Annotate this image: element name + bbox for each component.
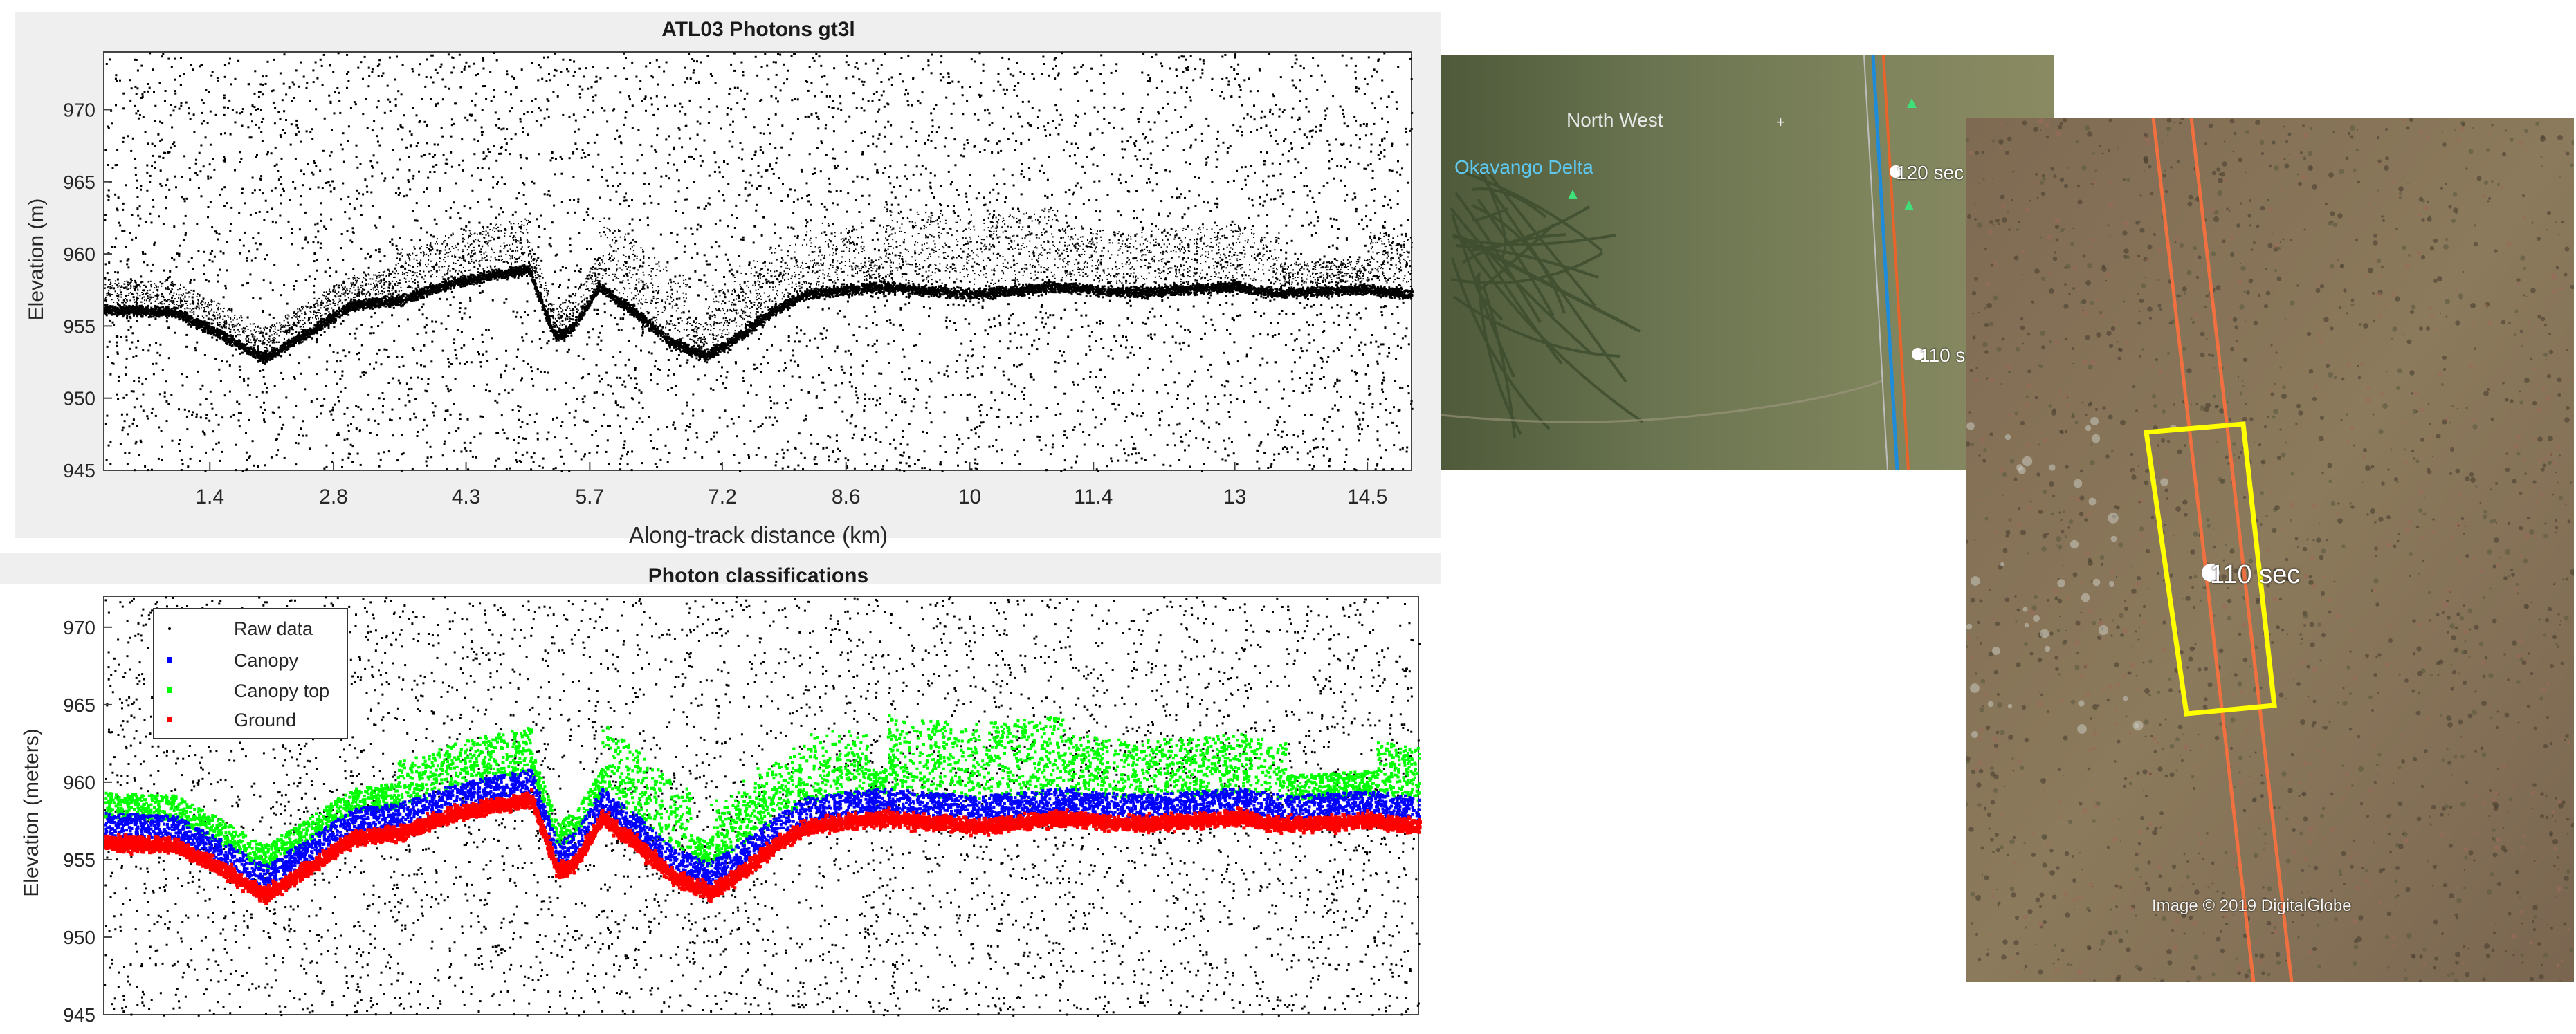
x-tick-label: 11.4 <box>1074 486 1113 508</box>
y-tick-label: 955 <box>63 315 95 337</box>
y-tick-label: 970 <box>63 99 95 120</box>
y-axis-label: Elevation (m) <box>25 199 48 321</box>
x-tick-label: 7.2 <box>708 486 737 508</box>
x-tick-label: 10 <box>958 486 981 508</box>
y-tick-label: 950 <box>63 388 95 409</box>
x-tick-label: 13 <box>1223 486 1246 508</box>
delta-label: Okavango Delta <box>1454 156 1593 178</box>
x-axis-label: Along-track distance (km) <box>629 522 888 548</box>
x-tick-label: 8.6 <box>832 486 861 508</box>
region-label: North West <box>1566 109 1663 131</box>
overview-satellite-map: + North West Okavango Delta 120 sec 110 … <box>1441 55 2054 470</box>
x-tick-label: 2.8 <box>319 486 348 508</box>
x-tick-label: 1.4 <box>195 486 224 508</box>
y-tick-label: 960 <box>63 243 95 265</box>
chart-title: ATL03 Photons gt3l <box>661 18 855 41</box>
detail-satellite-map: 110 sec Image © 2019 DigitalGlobe <box>1966 118 2574 982</box>
time-label-110: 110 sec <box>2210 560 2300 590</box>
x-tick-label: 5.7 <box>576 486 605 508</box>
x-tick-label: 14.5 <box>1347 486 1387 508</box>
time-label-120: 120 sec <box>1896 162 1964 184</box>
plus-marker-icon: + <box>1776 113 1785 131</box>
y-tick-label: 965 <box>63 172 95 193</box>
y-tick-label: 945 <box>63 460 95 481</box>
imagery-credit: Image © 2019 DigitalGlobe <box>2152 896 2352 916</box>
x-tick-label: 4.3 <box>452 486 481 508</box>
